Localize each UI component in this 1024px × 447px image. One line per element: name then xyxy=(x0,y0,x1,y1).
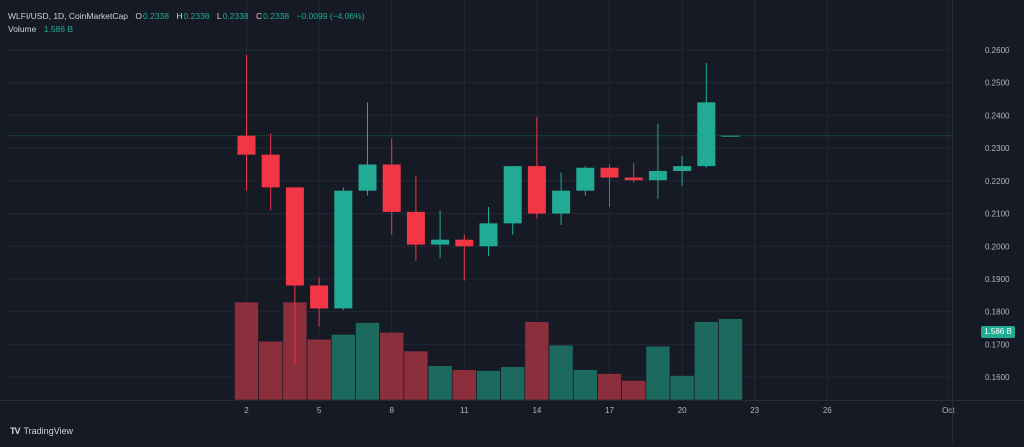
candle-body xyxy=(382,164,401,212)
volume-bar xyxy=(500,366,526,401)
x-tick-label: 20 xyxy=(678,406,687,415)
candle-body xyxy=(721,135,740,137)
volume-bar xyxy=(330,334,356,401)
volume-bar xyxy=(621,380,647,401)
candle-body xyxy=(479,223,498,247)
symbol-legend: WLFI/USD, 1D, CoinMarketCap O0.2338 H0.2… xyxy=(8,10,365,23)
volume-bar xyxy=(524,321,550,401)
change-value: −0.0099 (−4.06%) xyxy=(296,11,365,21)
candle-body xyxy=(624,177,643,181)
y-tick-label: 0.1900 xyxy=(985,275,1010,284)
volume-bar xyxy=(548,344,574,401)
candle-body xyxy=(552,190,571,214)
y-tick-label: 0.2500 xyxy=(985,79,1010,88)
candle-body xyxy=(334,190,353,309)
open-value: 0.2338 xyxy=(142,11,169,21)
volume-legend: Volume 1.586 B xyxy=(8,23,73,36)
volume-bar xyxy=(476,370,501,401)
y-tick-label: 0.2300 xyxy=(985,144,1010,153)
x-tick-label: 8 xyxy=(389,406,394,415)
low-value: 0.2338 xyxy=(222,11,249,21)
y-tick-label: 0.2000 xyxy=(985,242,1010,251)
low-label: L xyxy=(216,11,222,21)
volume-bar xyxy=(355,322,380,401)
close-value: 0.2338 xyxy=(263,11,290,21)
tradingview-brand[interactable]: TV TradingView xyxy=(10,426,73,436)
y-tick-label: 0.2600 xyxy=(985,46,1010,55)
y-tick-label: 0.2100 xyxy=(985,210,1010,219)
volume-bar xyxy=(718,318,743,401)
volume-bar xyxy=(234,301,259,401)
x-tick-label: 23 xyxy=(750,406,759,415)
y-tick-label: 0.2400 xyxy=(985,111,1010,120)
volume-bar xyxy=(403,350,429,401)
x-tick-label: 26 xyxy=(823,406,832,415)
high-label: H xyxy=(176,11,183,21)
volume-label[interactable]: Volume xyxy=(8,24,37,34)
volume-bar xyxy=(693,321,719,401)
candle-body xyxy=(648,171,667,181)
open-label: O xyxy=(135,11,142,21)
volume-bar xyxy=(306,338,332,401)
volume-bar xyxy=(379,332,405,401)
y-tick-label: 0.2200 xyxy=(985,177,1010,186)
candle-body xyxy=(600,167,619,178)
y-tick-label: 0.1700 xyxy=(985,340,1010,349)
candle-body xyxy=(697,102,716,167)
volume-bar xyxy=(572,369,598,401)
symbol-title[interactable]: WLFI/USD, 1D, CoinMarketCap xyxy=(8,11,128,21)
volume-price-badge: 1.586 B xyxy=(981,326,1015,338)
x-tick-label: 5 xyxy=(317,406,322,415)
volume-bar xyxy=(258,340,284,401)
candle-body xyxy=(358,164,377,191)
candle-body xyxy=(576,167,595,191)
y-tick-label: 0.1800 xyxy=(985,308,1010,317)
volume-bar xyxy=(427,365,453,401)
x-tick-label: 17 xyxy=(605,406,614,415)
candle-body xyxy=(261,154,280,188)
volume-bar xyxy=(669,375,695,401)
close-label: C xyxy=(255,11,263,21)
candle-body xyxy=(527,166,546,214)
x-tick-label: 2 xyxy=(244,406,249,415)
x-tick-label: 11 xyxy=(460,406,469,415)
x-tick-label: Oct xyxy=(942,406,955,415)
brand-name: TradingView xyxy=(23,426,74,436)
candle-body xyxy=(431,239,450,245)
candle-body xyxy=(237,135,256,155)
tradingview-logo-icon: TV xyxy=(10,426,20,436)
candle-body xyxy=(455,239,474,247)
volume-bar xyxy=(451,369,477,401)
volume-value: 1.586 B xyxy=(43,24,74,34)
candle-body xyxy=(285,187,304,286)
candle-body xyxy=(310,285,329,309)
candle-body xyxy=(503,166,522,224)
volume-bar xyxy=(645,345,671,401)
high-value: 0.2338 xyxy=(183,11,210,21)
x-tick-label: 14 xyxy=(532,406,541,415)
candle-body xyxy=(673,166,692,172)
volume-bar xyxy=(597,373,622,401)
candle-body xyxy=(406,211,425,245)
y-tick-label: 0.1600 xyxy=(985,373,1010,382)
